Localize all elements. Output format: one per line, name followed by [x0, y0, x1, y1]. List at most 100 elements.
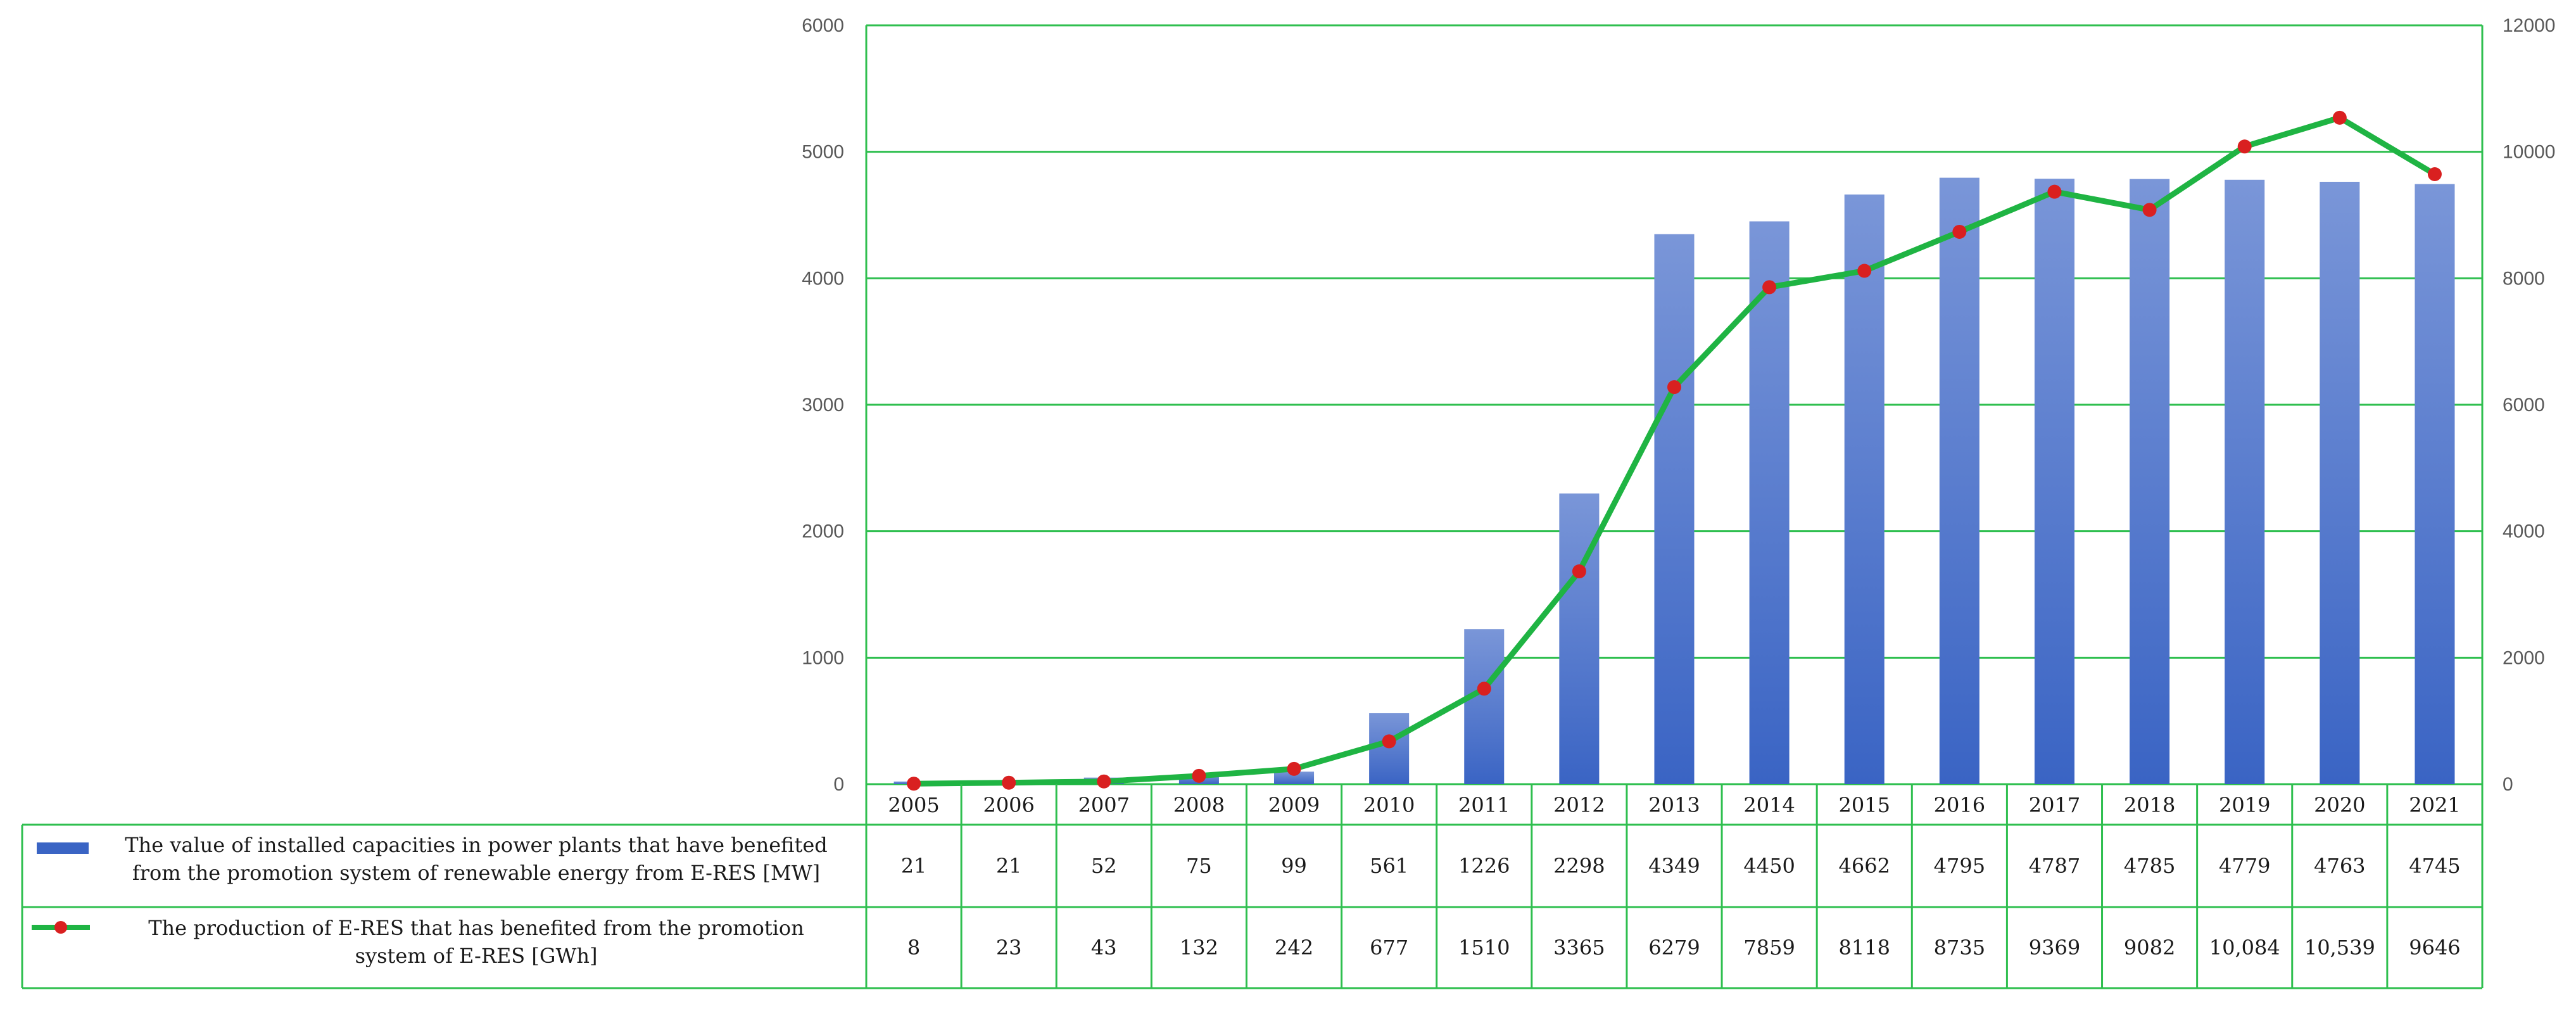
left-axis-tick-label: 0: [833, 774, 844, 795]
line-value-cell: 8735: [1934, 936, 1985, 960]
bar: [2415, 184, 2455, 784]
line-value-cell: 3365: [1553, 936, 1605, 960]
bar-value-cell: 4779: [2219, 854, 2270, 878]
line-value-cell: 9369: [2029, 936, 2080, 960]
bar-value-cell: 4450: [1743, 854, 1795, 878]
line-point: [1667, 380, 1681, 395]
line-value-cell: 1510: [1458, 936, 1510, 960]
line-point: [1382, 734, 1396, 749]
bar-value-cell: 4787: [2029, 854, 2080, 878]
line-point: [907, 777, 921, 791]
left-axis-tick-label: 4000: [802, 268, 844, 289]
left-axis-tick-label: 2000: [802, 521, 844, 542]
category-label: 2010: [1363, 793, 1415, 817]
bar: [1464, 629, 1505, 784]
line-point: [2142, 203, 2157, 217]
data-table: 2005 2006 2007 2008 2009 2010 2011 2012 2013 2014…: [21, 784, 2484, 989]
line-value-cell: 8: [907, 936, 920, 960]
bar: [1559, 493, 1600, 784]
line-value-cell: 9082: [2124, 936, 2175, 960]
right-axis-tick-label: 12000: [2503, 15, 2555, 36]
line-point: [1857, 264, 1872, 278]
bar: [1369, 713, 1410, 784]
line-value-cell: 6279: [1648, 936, 1700, 960]
bar-value-cell: 561: [1370, 854, 1408, 878]
line-point: [1762, 280, 1777, 295]
line-value-cell: 677: [1370, 936, 1408, 960]
line-point: [2332, 110, 2347, 125]
right-axis-tick-label: 4000: [2503, 521, 2545, 542]
category-label: 2021: [2409, 793, 2460, 817]
legend-line-marker: [54, 921, 67, 934]
line-value-cell: 23: [996, 936, 1022, 960]
line-value-cell: 132: [1180, 936, 1218, 960]
legend-line-label: The production of E-RES that has benefit…: [148, 916, 804, 940]
bar-value-cell: 52: [1091, 854, 1117, 878]
bar-value-cell: 2298: [1553, 854, 1605, 878]
legend-bar-swatch: [37, 842, 89, 854]
bar-value-cell: 4662: [1839, 854, 1890, 878]
line-point: [1192, 768, 1206, 783]
right-axis-tick-label: 10000: [2503, 142, 2555, 163]
category-label: 2019: [2219, 793, 2270, 817]
bar: [1274, 772, 1315, 784]
line-point: [1572, 564, 1586, 579]
line-point: [1952, 224, 1967, 239]
bar: [1654, 234, 1695, 784]
line-point: [1477, 682, 1491, 696]
category-label: 2011: [1458, 793, 1510, 817]
category-label: 2018: [2124, 793, 2175, 817]
line-point: [1002, 775, 1016, 790]
category-label: 2005: [888, 793, 939, 817]
bar-value-cell: 4795: [1934, 854, 1985, 878]
bar-value-cell: 4763: [2314, 854, 2365, 878]
bar-value-cell: 1226: [1458, 854, 1510, 878]
right-axis-tick-label: 2000: [2503, 647, 2545, 668]
category-label: 2017: [2029, 793, 2080, 817]
bar: [1749, 221, 1790, 784]
legend-line-label: system of E-RES [GWh]: [355, 944, 598, 968]
bar: [2320, 181, 2360, 784]
right-axis: 0 2000 4000 6000 8000 10000 12000: [2503, 15, 2555, 795]
bar-value-cell: 21: [996, 854, 1022, 878]
bar-value-cell: 21: [901, 854, 927, 878]
category-label: 2006: [983, 793, 1034, 817]
left-axis-tick-label: 3000: [802, 395, 844, 416]
bar-value-cell: 75: [1186, 854, 1212, 878]
bar: [2130, 179, 2170, 785]
left-axis-tick-label: 5000: [802, 142, 844, 163]
bar: [2225, 179, 2265, 785]
line-value-cell: 242: [1275, 936, 1313, 960]
line-value-cell: 9646: [2409, 936, 2460, 960]
bar-value-cell: 4785: [2124, 854, 2175, 878]
category-label: 2015: [1839, 793, 1890, 817]
left-axis: 0 1000 2000 3000 4000 5000 6000: [802, 15, 844, 795]
line-point: [1097, 774, 1111, 789]
bar-value-cell: 4349: [1648, 854, 1700, 878]
legend-bar-label: from the promotion system of renewable e…: [132, 861, 820, 885]
bar-series: [893, 177, 2455, 785]
line-point: [1287, 761, 1301, 776]
line-value-cell: 43: [1091, 936, 1117, 960]
bar-value-cell: 99: [1281, 854, 1307, 878]
category-label: 2009: [1268, 793, 1320, 817]
line-value-cell: 8118: [1839, 936, 1890, 960]
right-axis-tick-label: 8000: [2503, 268, 2545, 289]
category-label: 2012: [1553, 793, 1605, 817]
bar: [2034, 179, 2074, 784]
legend-bar-label: The value of installed capacities in pow…: [125, 833, 828, 857]
left-axis-tick-label: 1000: [802, 647, 844, 668]
line-point: [2427, 167, 2442, 182]
line-point: [2047, 184, 2062, 199]
left-axis-tick-label: 6000: [802, 15, 844, 36]
right-axis-tick-label: 0: [2503, 774, 2513, 795]
category-label: 2013: [1648, 793, 1700, 817]
category-label: 2016: [1934, 793, 1985, 817]
category-label: 2014: [1743, 793, 1795, 817]
bar: [1939, 177, 1979, 784]
line-value-cell: 10,084: [2209, 936, 2280, 960]
category-label: 2008: [1173, 793, 1225, 817]
right-axis-tick-label: 6000: [2503, 395, 2545, 416]
bar-value-cell: 4745: [2409, 854, 2460, 878]
